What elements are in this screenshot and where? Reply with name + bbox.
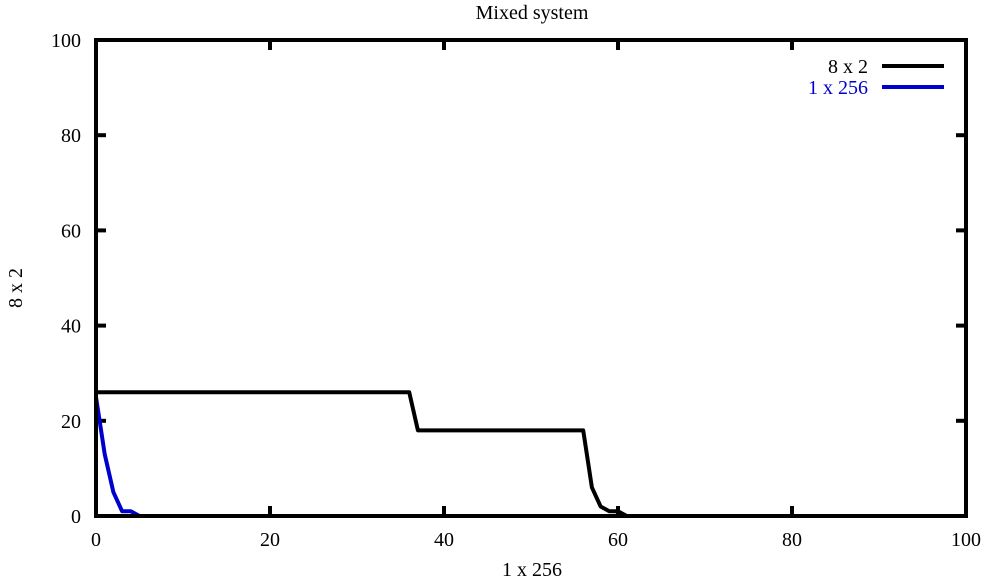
legend: 8 x 21 x 256 — [808, 56, 944, 99]
series-line-2 — [94, 396, 966, 518]
y-axis-label: 8 x 2 — [5, 268, 27, 308]
tick-labels: 0 20 40 60 80 100 0 20 40 60 80 100 — [51, 30, 981, 551]
y-tick-label: 80 — [61, 125, 81, 147]
legend-label-1: 8 x 2 — [828, 56, 868, 78]
x-tick-label: 20 — [260, 529, 280, 551]
y-tick-label: 40 — [61, 316, 81, 338]
y-tick-label: 20 — [61, 411, 81, 433]
y-tick-label: 60 — [61, 220, 81, 242]
x-tick-label: 60 — [608, 529, 628, 551]
plot-frame — [94, 38, 968, 518]
x-tick-label: 80 — [782, 529, 802, 551]
legend-label-2: 1 x 256 — [808, 77, 868, 99]
chart-title: Mixed system — [476, 2, 589, 24]
y-tick-label: 0 — [71, 506, 81, 528]
x-tick-label: 100 — [951, 529, 981, 551]
axis-ticks — [94, 38, 968, 518]
series-line-1 — [96, 390, 966, 518]
x-tick-label: 40 — [434, 529, 454, 551]
series-lines — [94, 390, 966, 518]
y-tick-label: 100 — [51, 30, 81, 52]
x-tick-label: 0 — [91, 529, 101, 551]
x-axis-label: 1 x 256 — [502, 559, 562, 578]
